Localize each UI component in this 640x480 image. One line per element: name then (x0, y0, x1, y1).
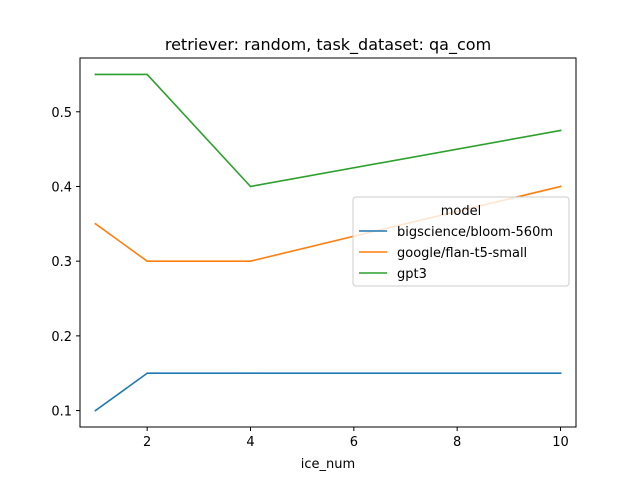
data-point (94, 409, 97, 412)
legend-label: bigscience/bloom-560m (397, 225, 553, 240)
data-point (559, 129, 562, 132)
x-tick-label: 10 (552, 435, 569, 450)
data-point (94, 223, 97, 225)
y-tick-label: 0.2 (51, 330, 72, 345)
x-tick-label: 6 (350, 435, 358, 450)
data-point (146, 260, 148, 262)
data-point (559, 372, 562, 375)
data-point (146, 372, 148, 375)
legend-label: gpt3 (397, 267, 427, 282)
data-point (249, 260, 252, 262)
y-tick-label: 0.4 (51, 180, 72, 195)
series-line-0 (94, 372, 562, 412)
series-line-2 (94, 73, 562, 188)
x-tick-label: 2 (143, 435, 151, 450)
legend: model bigscience/bloom-560m google/flan-t… (352, 196, 570, 287)
x-tick-label: 4 (246, 435, 254, 450)
data-point (146, 73, 148, 76)
legend-entries: bigscience/bloom-560m google/flan-t5-smal… (359, 225, 553, 282)
y-tick-label: 0.1 (51, 405, 72, 420)
x-axis: 2 4 6 8 10 (143, 427, 569, 450)
legend-title: model (441, 204, 481, 219)
data-point (249, 372, 252, 375)
legend-label: google/flan-t5-small (397, 246, 527, 261)
data-point (94, 73, 97, 76)
data-point (249, 185, 252, 188)
axes-frame (79, 57, 577, 428)
chart-title: retriever: random, task_dataset: qa_com (165, 35, 491, 55)
legend-box (352, 196, 570, 287)
x-tick-label: 8 (453, 435, 461, 450)
y-tick-label: 0.3 (51, 255, 72, 270)
data-point (559, 185, 562, 188)
y-tick-label: 0.5 (51, 106, 72, 121)
y-axis: 0.1 0.2 0.3 0.4 0.5 (51, 106, 80, 420)
x-axis-label: ice_num (301, 457, 355, 472)
